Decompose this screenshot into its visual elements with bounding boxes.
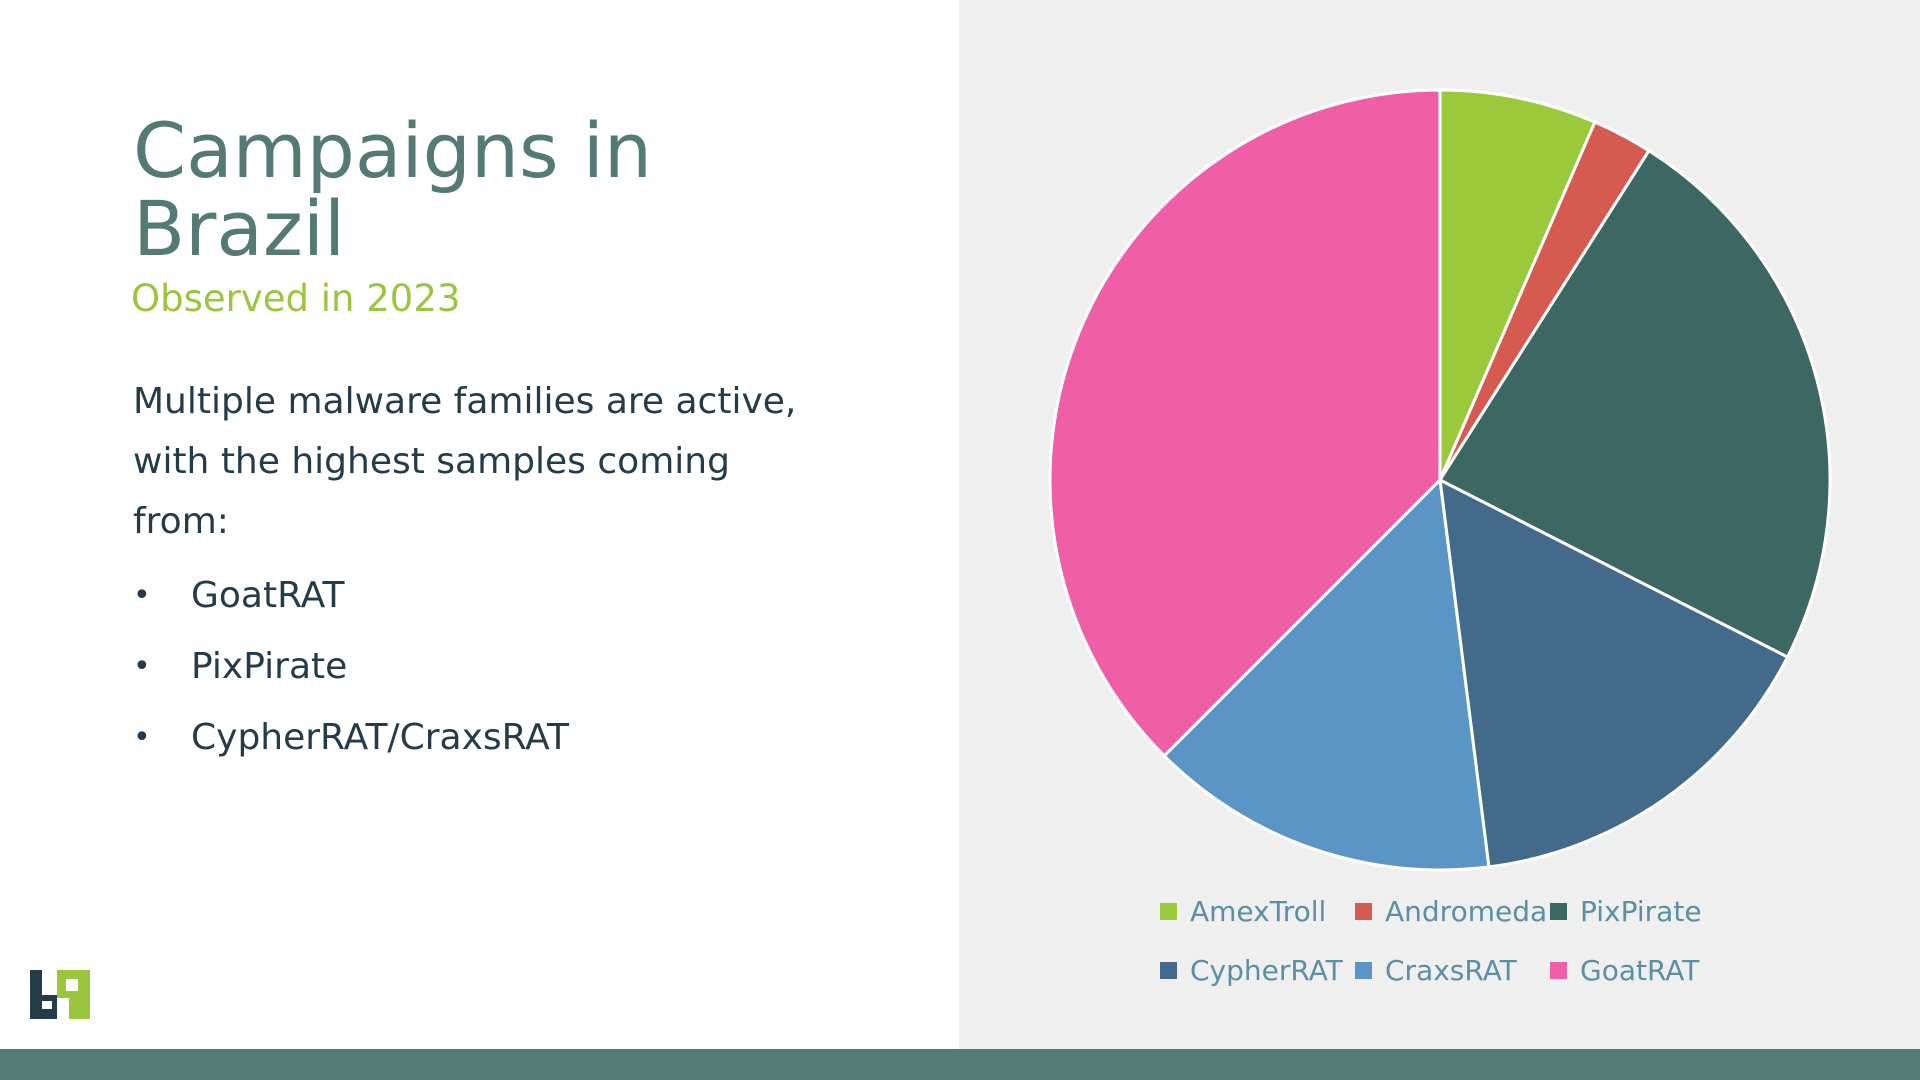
legend-swatch — [1550, 903, 1567, 920]
legend-label: GoatRAT — [1580, 954, 1700, 987]
legend-item-pixpirate: PixPirate — [1550, 895, 1720, 928]
slide-body-text: Multiple malware families are active, wi… — [133, 381, 797, 542]
pie-slice-amextroll — [1438, 88, 1597, 482]
legend-swatch — [1550, 962, 1567, 979]
legend-swatch — [1355, 962, 1372, 979]
pie-slice-goatrat — [1048, 88, 1442, 758]
bullet-item: • GoatRAT — [133, 560, 569, 631]
legend-swatch — [1160, 903, 1177, 920]
legend-item-goatrat: GoatRAT — [1550, 954, 1720, 987]
legend-item-craxsrat: CraxsRAT — [1355, 954, 1550, 987]
pie-slice-pixpirate — [1438, 149, 1832, 659]
malware-bullet-list: • GoatRAT • PixPirate • CypherRAT/CraxsRAT — [133, 560, 569, 773]
pie-chart — [1048, 88, 1832, 872]
legend-item-amextroll: AmexTroll — [1160, 895, 1355, 928]
company-logo-icon — [30, 970, 90, 1019]
bullet-item: • CypherRAT/CraxsRAT — [133, 702, 569, 773]
bullet-dot-icon: • — [133, 578, 151, 613]
bullet-text: GoatRAT — [191, 575, 345, 616]
legend-item-cypherrat: CypherRAT — [1160, 954, 1355, 987]
legend-label: Andromeda — [1385, 895, 1548, 928]
slide-subtitle: Observed in 2023 — [131, 277, 461, 320]
slide-title: Campaigns in Brazil — [133, 106, 653, 273]
footer-bar — [0, 1049, 1920, 1080]
pie-slice-craxsrat — [1162, 478, 1491, 872]
legend-swatch — [1160, 962, 1177, 979]
bullet-dot-icon: • — [133, 720, 151, 755]
legend-label: CypherRAT — [1190, 954, 1343, 987]
legend-label: PixPirate — [1580, 895, 1702, 928]
legend-label: CraxsRAT — [1385, 954, 1517, 987]
legend-swatch — [1355, 903, 1372, 920]
legend-item-andromeda: Andromeda — [1355, 895, 1550, 928]
bullet-item: • PixPirate — [133, 631, 569, 702]
bullet-text: CypherRAT/CraxsRAT — [191, 717, 569, 758]
chart-legend: AmexTroll Andromeda PixPirate CypherRAT Crax… — [1160, 895, 1720, 987]
legend-label: AmexTroll — [1190, 895, 1327, 928]
bullet-dot-icon: • — [133, 649, 151, 684]
bullet-text: PixPirate — [191, 646, 348, 687]
pie-slice-cypherrat — [1438, 478, 1789, 869]
